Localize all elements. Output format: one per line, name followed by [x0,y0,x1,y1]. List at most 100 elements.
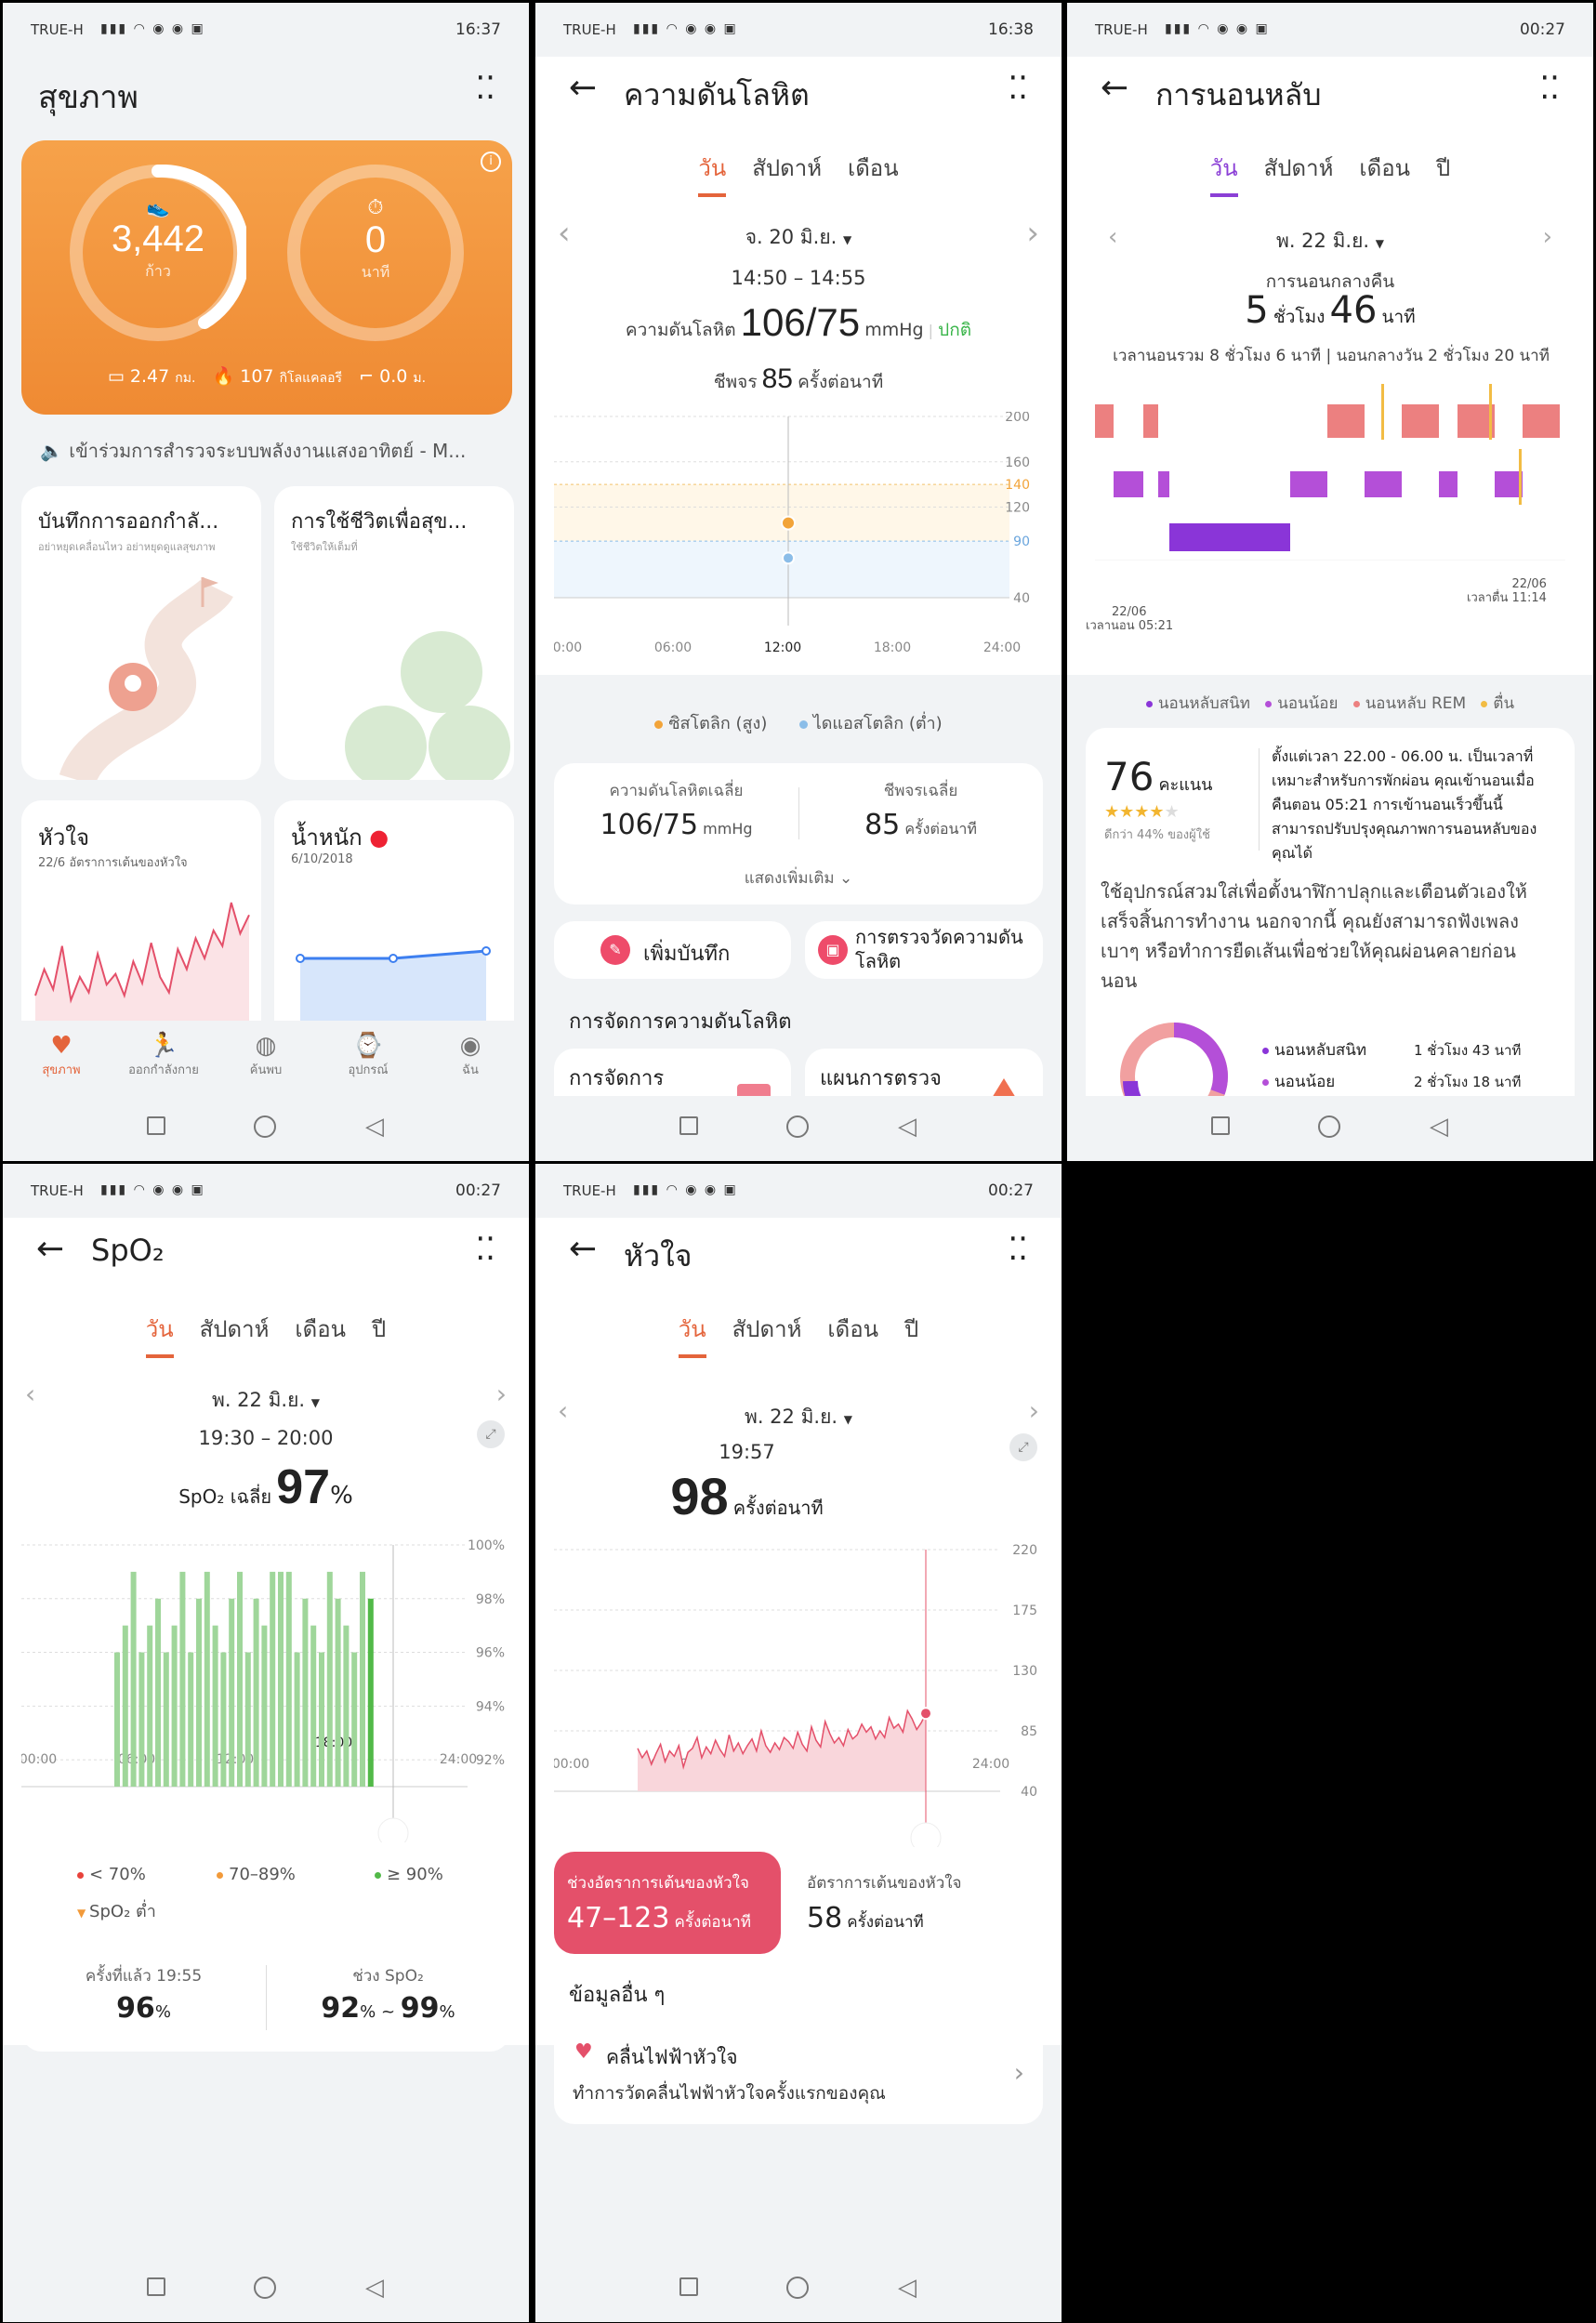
date-picker[interactable]: พ. 22 มิ.ย. ▼ [3,1385,529,1416]
nav-devices[interactable]: ⌚ อุปกรณ์ [317,1032,419,1079]
legend-label: 70–89% [229,1865,296,1884]
weight-card[interactable]: น้ำหนัก ● 6/10/2018 [274,800,514,1023]
date-picker[interactable]: จ. 20 มิ.ย. ▼ [535,222,1062,253]
pulse-unit: ครั้งต่อนาที [798,372,884,392]
info-icon[interactable]: i [481,152,501,172]
back-arrow-icon[interactable]: ← [569,1230,598,1268]
prev-date-icon[interactable]: ‹ [25,1379,36,1409]
tab-year[interactable]: ปี [1436,155,1451,181]
back-arrow-icon[interactable]: ← [1101,69,1129,107]
check-plan-card[interactable]: แผนการตรวจ [805,1049,1043,1104]
tab-day[interactable]: วัน [1209,150,1238,197]
prev-date-icon[interactable]: ‹ [558,1395,569,1426]
ecg-card[interactable]: ♥ คลื่นไฟฟ้าหัวใจ ทำการวัดคลื่นไฟฟ้าหัวใ… [554,2024,1043,2124]
tab-week[interactable]: สัปดาห์ [732,1316,802,1342]
health-home-screen: TRUE-H ▮▮▮ ◠ ◉ ◉ ▣ 16:37 สุขภาพ ⁚⁚ 👟 3,442 … [3,3,529,1161]
expand-icon[interactable]: ⤢ [1009,1433,1037,1461]
home-button[interactable] [786,1115,809,1138]
back-button[interactable]: ◁ [365,2274,384,2302]
more-icon[interactable]: ⁚⁚ [475,70,495,107]
back-button[interactable]: ◁ [898,2274,917,2302]
y-tick-label: 98% [476,1592,505,1607]
tab-year[interactable]: ปี [904,1316,919,1342]
heart-card[interactable]: หัวใจ 22/6 อัตราการเต้นของหัวใจ [21,800,261,1023]
back-button[interactable]: ◁ [1430,1113,1448,1141]
add-record-button[interactable]: ✎ เพิ่มบันทึก [554,921,791,979]
tab-day[interactable]: วัน [698,150,727,197]
management-card[interactable]: การจัดการ [554,1049,791,1104]
hr-range-card[interactable]: ช่วงอัตราการเต้นของหัวใจ 47–123 ครั้งต่อ… [554,1852,781,1954]
prev-date-icon[interactable]: ‹ [1108,223,1118,251]
home-button[interactable] [1318,1115,1340,1138]
bp-measure-button[interactable]: ▣ การตรวจวัดความดันโลหิต [805,921,1043,979]
bp-status: ปกติ [938,320,972,340]
next-date-icon[interactable]: › [1028,1395,1039,1426]
expand-icon[interactable]: ⤢ [477,1420,505,1448]
show-more-button[interactable]: แสดงเพิ่มเติม ⌄ [554,865,1043,891]
heart-area [35,903,249,1023]
date-picker[interactable]: พ. 22 มิ.ย. ▼ [1067,226,1593,257]
hr-range-label: ช่วงอัตราการเต้นของหัวใจ [567,1874,749,1893]
home-button[interactable] [254,2277,276,2299]
hr-range-value: 47–123 [567,1902,670,1934]
tab-week[interactable]: สัปดาห์ [752,155,823,181]
more-icon[interactable]: ⁚⁚ [1008,1231,1028,1268]
range-separator: % ~ [360,2002,401,2022]
tab-day[interactable]: วัน [678,1311,706,1358]
tab-year[interactable]: ปี [372,1316,387,1342]
recent-apps-button[interactable] [147,2277,165,2296]
star-rating: ★★★★★ [1104,802,1180,822]
more-icon[interactable]: ⁚⁚ [475,1231,495,1268]
home-button[interactable] [254,1115,276,1138]
resting-hr-label: อัตราการเต้นของหัวใจ [807,1874,962,1893]
tab-month[interactable]: เดือน [295,1316,347,1342]
heart-icon: ♥ [50,1032,73,1060]
score-percentile: ดีกว่า 44% ของผู้ใช้ [1104,828,1210,842]
exercise-record-card[interactable]: บันทึกการออกกำลั... อย่าหยุดเคลื่อนไหว อ… [21,486,261,780]
healthy-living-card[interactable]: การใช้ชีวิตเพื่อสุข... ใช้ชีวิตให้เต็มที… [274,486,514,780]
recent-apps-button[interactable] [679,1116,698,1135]
nav-exercise[interactable]: 🏃 ออกกำลังกาย [112,1032,215,1079]
x-tick-label: 06:00 [654,640,692,655]
more-icon[interactable]: ⁚⁚ [1539,70,1560,107]
tab-month[interactable]: เดือน [827,1316,879,1342]
next-date-icon[interactable]: › [1026,215,1039,252]
recent-apps-button[interactable] [147,1116,165,1135]
show-more-label: แสดงเพิ่มเติม [744,869,835,888]
recent-apps-button[interactable] [1211,1116,1230,1135]
legend-awake: ตื่น [1481,694,1514,713]
tab-day[interactable]: วัน [145,1311,174,1358]
back-arrow-icon[interactable]: ← [569,69,598,107]
spo2-bar [343,1625,350,1787]
nav-me[interactable]: ◉ ฉัน [419,1032,521,1079]
x-tick-label: 24:00 [983,640,1021,655]
nav-health[interactable]: ♥ สุขภาพ [10,1032,112,1079]
back-button[interactable]: ◁ [898,1113,917,1141]
date-picker[interactable]: พ. 22 มิ.ย. ▼ [535,1402,1062,1432]
resting-hr-card[interactable]: อัตราการเต้นของหัวใจ 58 ครั้งต่อนาที [794,1852,1021,1954]
legend-label: < 70% [89,1865,146,1884]
recent-apps-button[interactable] [679,2277,698,2296]
pulse-value: 85 [761,363,793,394]
back-button[interactable]: ◁ [365,1113,384,1141]
tab-week[interactable]: สัปดาห์ [1263,155,1334,181]
tab-week[interactable]: สัปดาห์ [199,1316,270,1342]
tab-month[interactable]: เดือน [848,155,899,181]
activity-card[interactable]: 👟 3,442 ก้าว ⏱ 0 นาที i ▭ 2.47 กม. 🔥 107… [21,140,512,415]
status-bar: TRUE-H ▮▮▮ ◠ ◉ ◉ ▣ 16:37 [3,3,529,57]
x-tick-label: 18:00 [874,640,911,655]
tab-month[interactable]: เดือน [1359,155,1411,181]
next-date-icon[interactable]: › [1542,223,1552,251]
next-stat-card[interactable] [1034,1852,1062,1954]
announcement-banner[interactable]: 🔈 เข้าร่วมการสำรวจระบบพลังงานแสงอาทิตย์ … [40,436,466,466]
y-tick-label: 85 [1021,1724,1037,1739]
y-tick-label: 40 [1013,591,1030,606]
next-date-icon[interactable]: › [495,1379,507,1409]
nav-discover[interactable]: ◍ ค้นพบ [215,1032,317,1079]
signal-icons: ▮▮▮ ◠ ◉ ◉ ▣ [1165,21,1270,36]
prev-date-icon[interactable]: ‹ [558,215,571,252]
home-button[interactable] [786,2277,809,2299]
back-arrow-icon[interactable]: ← [36,1230,65,1268]
x-tick-label: 00:00 [554,1757,589,1772]
more-icon[interactable]: ⁚⁚ [1008,70,1028,107]
